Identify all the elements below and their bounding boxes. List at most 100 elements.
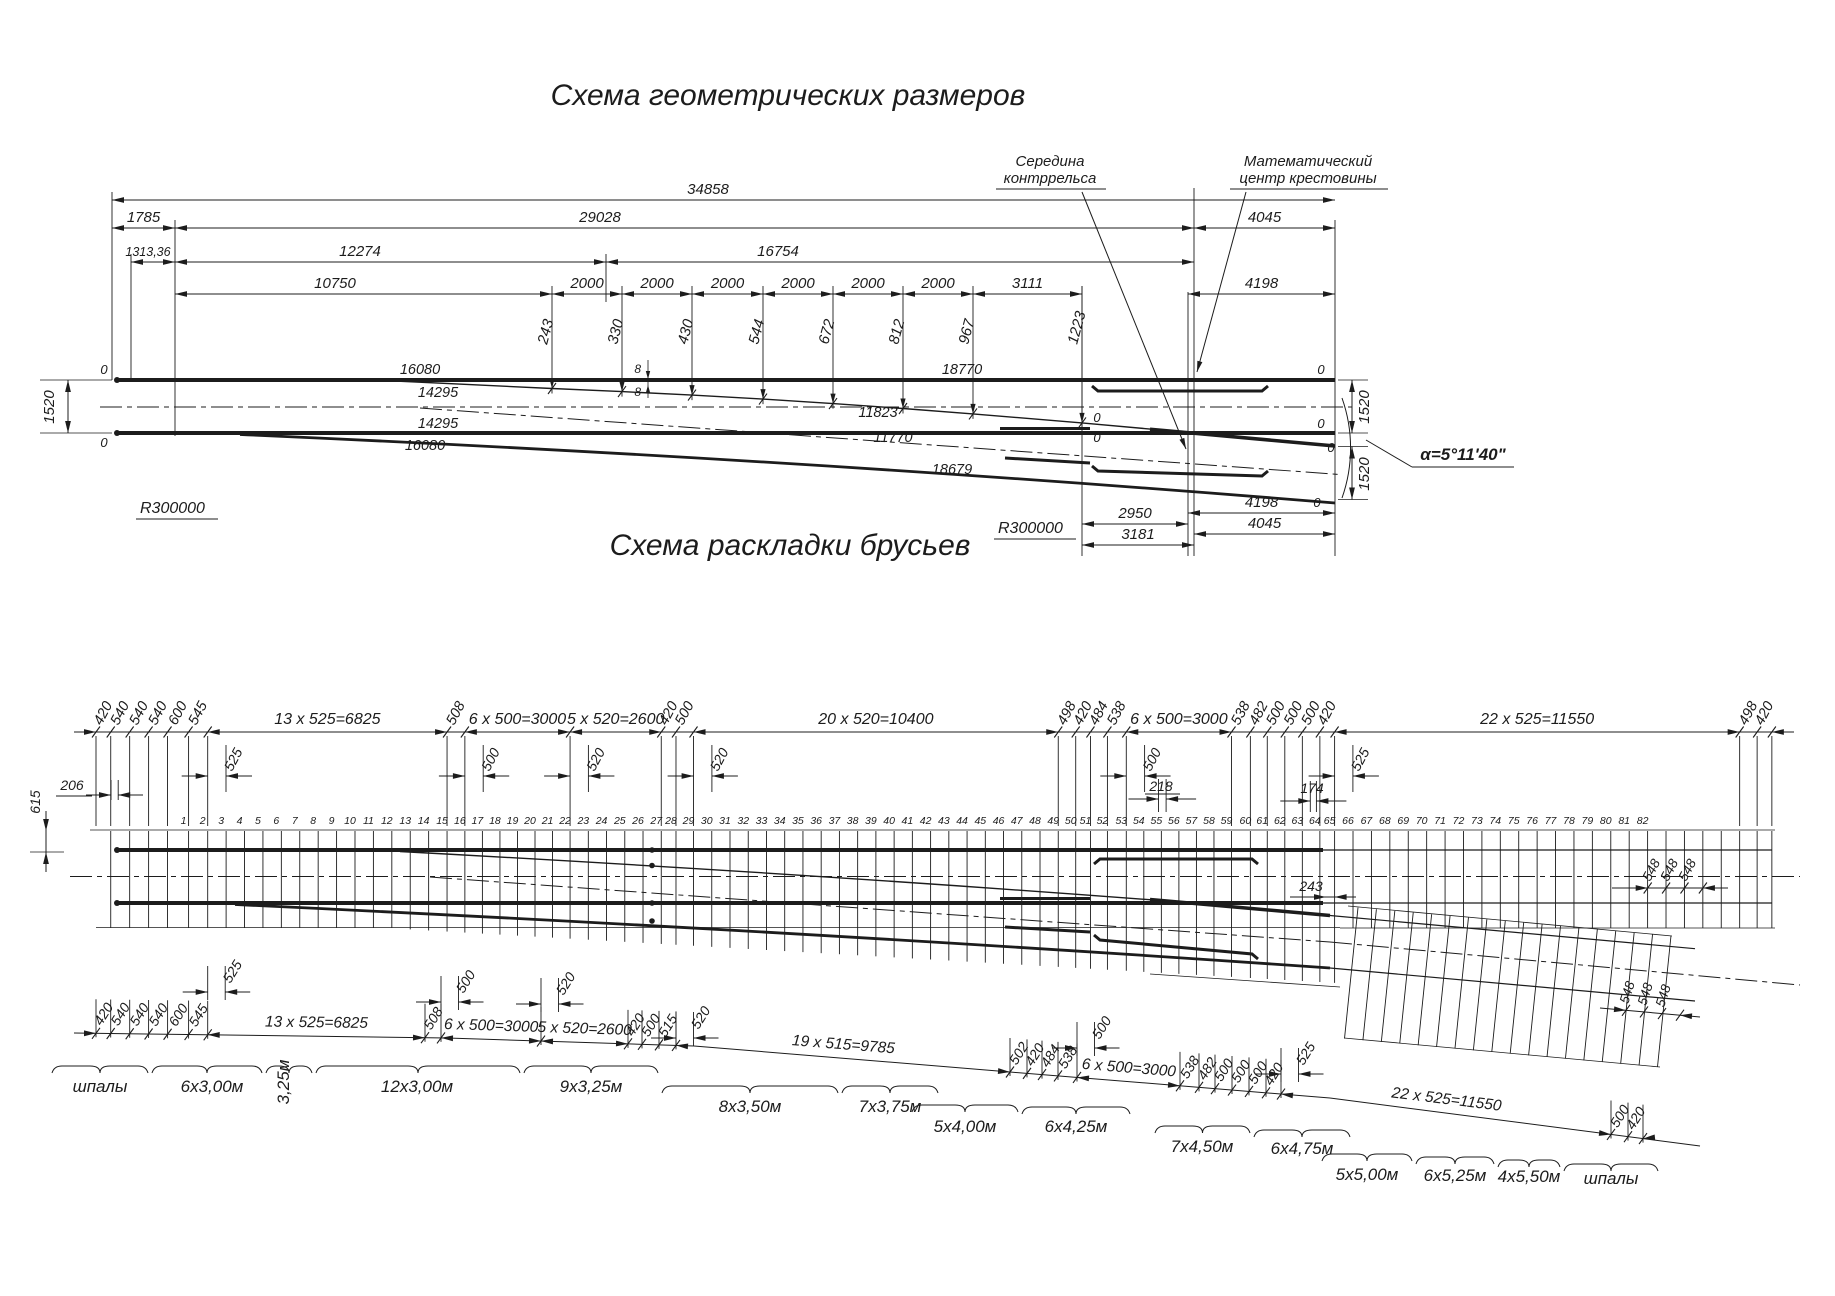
dim-arrow [903,291,915,297]
curved-outer-rail [239,433,1336,505]
dim-arrow [1079,412,1085,423]
dim-arrow [84,1030,96,1037]
dim-arrow [1077,1075,1090,1082]
tick-slash [671,726,681,738]
dim-arrow [1197,360,1203,372]
tick-slash [1621,1004,1631,1017]
sleeper-number: 30 [701,815,713,827]
tick-slash [460,726,470,738]
rail-length-label: 14295 [418,416,459,432]
bottom-chain-line [693,1045,1011,1073]
sleeper-number: 51 [1080,815,1092,827]
dim-arrow [891,291,903,297]
radius-label: R300000 [140,500,205,517]
sleeper-number: 27 [649,815,663,827]
rail-length-label: 18770 [942,362,982,378]
dim-value: 4045 [1248,515,1282,532]
tick-slash [687,389,697,401]
dim-arrow [483,773,496,779]
dim-value: 29028 [578,209,621,226]
sleeper-number: 49 [1047,815,1059,827]
dim-arrow [458,999,471,1005]
sleeper-number: 45 [974,815,986,827]
group-label: 6х4,25м [1045,1117,1108,1136]
dim-arrow [452,773,465,779]
dim-arrow [540,291,552,297]
chain-group-label: 22 x 525=11550 [1390,1084,1503,1114]
tick-slash [968,408,978,420]
zero-ordinate: 0 [1313,495,1321,510]
dim-arrow [435,729,448,735]
dim-arrow [689,385,695,396]
sub-dim-label: 525 [1347,745,1372,773]
rail-joint-dot [114,377,120,383]
dim-arrow [760,389,766,400]
tick-slash [656,726,666,738]
sleeper-number: 54 [1133,815,1145,827]
group-brace [1563,1163,1659,1172]
dim-value: 1520 [1356,390,1373,424]
zero-ordinate: 0 [1317,362,1325,377]
group-brace [265,1065,313,1074]
group-brace [523,1065,659,1074]
dim-arrow [676,1043,689,1050]
sleeper-number: 22 [558,815,571,827]
group-brace [1253,1129,1351,1138]
sleeper-number: 16 [454,815,466,827]
dim-arrow [1194,225,1206,231]
dim-218: 218 [1148,778,1173,794]
curved-switch-rail [399,850,1194,904]
diverging-top-chord [1347,905,1673,937]
chain-group-label: 6 x 500=3000 [444,1016,539,1036]
dim-arrow [1179,437,1186,449]
dim-arrow [830,393,836,404]
chain-group-label: 5 x 520=2600 [537,1019,632,1039]
sleeper-number: 82 [1637,815,1649,827]
dim-arrow [541,1038,554,1045]
sleeper-number: 81 [1618,815,1630,827]
chain-group-label: 13 x 525=6825 [265,1014,369,1032]
dim-arrow [163,225,175,231]
tick-slash [828,397,838,410]
sleeper-number: 32 [737,815,749,827]
sleeper-number: 18 [489,815,501,827]
tick-slash [91,726,101,738]
group-label: 3,25м [274,1059,293,1104]
group-label: 6х4,75м [1271,1139,1334,1158]
guard-rail-straight [1091,384,1269,393]
dim-arrow [1298,798,1311,804]
rail-length-label: 11823 [858,405,897,421]
dim-arrow [751,291,763,297]
sleeper-number: 76 [1526,815,1538,827]
dim-value: 4198 [1245,494,1279,511]
tick-slash [1330,726,1340,738]
dim-arrow [1323,197,1335,203]
chain-group-label: 6 x 500=3000 [469,711,567,728]
tick-slash [1639,1006,1649,1018]
sleeper-number: 72 [1453,815,1465,827]
sleeper-number: 36 [810,815,822,827]
group-label: 4х5,50м [1498,1167,1561,1186]
tick-slash [1752,726,1762,738]
rail-thin [1329,914,1696,950]
dim-arrow [900,398,906,409]
chain-gap-label: 420 [1752,699,1777,728]
sleeper-number: 23 [576,815,589,827]
sleeper-number: 75 [1508,815,1520,827]
dim-arrow [558,1001,571,1007]
sleeper-number: 17 [472,815,485,827]
sleeper-number: 67 [1361,815,1374,827]
dim-arrow [588,773,601,779]
dim-arrow [1349,487,1355,500]
dim-arrow [558,729,571,735]
diverging-sleeper-bar [1399,912,1414,1044]
flangeway-8: 8 [634,385,641,399]
sleeper-number: 24 [595,815,608,827]
tick-slash [1315,726,1325,738]
sleeper-number: 42 [920,815,932,827]
dim-arrow [1082,542,1094,548]
chain-group-label: 13 x 525=6825 [274,711,380,728]
chain-gap-label: 420 [1315,699,1340,728]
dim-value: 1785 [127,209,161,226]
